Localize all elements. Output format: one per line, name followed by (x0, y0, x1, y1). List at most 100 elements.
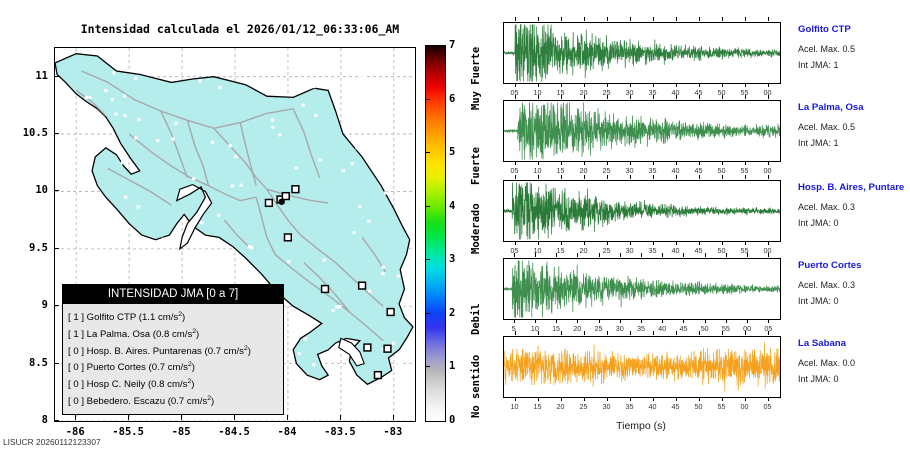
colorbar-tickmark (425, 152, 430, 154)
colorbar-tickmark (425, 259, 430, 261)
map-x-tickmark (392, 415, 394, 420)
time-tick-label: 30 (625, 246, 634, 255)
time-tickmark (556, 319, 558, 323)
time-tickmark (652, 161, 654, 165)
time-tickmark (698, 83, 700, 87)
time-tickmark (513, 319, 515, 323)
time-tick-label: 30 (625, 166, 634, 175)
time-tickmark (721, 397, 723, 401)
time-tickmark (583, 83, 585, 87)
time-tick-label: 45 (694, 246, 703, 255)
time-tick-label: 10 (510, 402, 519, 411)
legend-accel-exponent: 2 (178, 311, 182, 318)
colorbar-category-label: Moderado (470, 203, 482, 255)
time-tick-label: 50 (717, 246, 726, 255)
seismogram-panel[interactable] (503, 100, 781, 162)
station-max-accel: Acel. Max. 0.5 (798, 44, 856, 54)
legend-station-row: [ 1 ] Golfito CTP (1.1 cm/s2) (68, 308, 278, 325)
time-tick-label: 10 (533, 246, 542, 255)
time-tickmark (598, 319, 600, 323)
time-tick-label: 00 (763, 166, 772, 175)
legend-accel-close: ) (196, 328, 200, 340)
time-tick-label: 00 (740, 402, 749, 411)
time-tick-label: 15 (556, 88, 565, 97)
map-y-tick: 11 (35, 69, 48, 82)
time-tickmark-top (606, 175, 608, 179)
map-x-tickmark (339, 415, 341, 420)
station-max-accel: Acel. Max. 0.3 (798, 280, 856, 290)
time-tick-label: 00 (763, 88, 772, 97)
legend-accel-exponent: 2 (243, 344, 248, 352)
legend-accel-close: ) (191, 379, 195, 391)
station-name: Puerto Cortes (798, 260, 862, 271)
legend-accel-exponent: 2 (187, 361, 192, 369)
time-tick-label: 55 (740, 166, 749, 175)
station-name: La Palma, Osa (798, 102, 864, 113)
time-tickmark-top (698, 17, 700, 21)
legend-accel: (0.8 cm/s (152, 328, 193, 340)
map-x-tick: -85.5 (112, 426, 144, 438)
map-y-tick: 8 (41, 414, 48, 426)
time-tickmark (675, 83, 677, 87)
seismogram-panel[interactable] (503, 258, 781, 320)
time-tick-label: 45 (694, 166, 703, 175)
time-tick-label: 30 (602, 402, 611, 411)
time-tick-label: 50 (717, 166, 726, 175)
time-tick-label: 45 (679, 324, 688, 333)
time-tick-label: 05 (510, 166, 519, 175)
time-tickmark (583, 241, 585, 245)
time-tickmark-top (767, 17, 769, 21)
legend-accel: (0.8 cm/s (147, 379, 188, 391)
time-tickmark (698, 161, 700, 165)
time-tickmark-top (641, 253, 642, 257)
seismogram-panel[interactable] (503, 336, 781, 398)
time-tickmark (606, 397, 608, 401)
legend-accel: (1.1 cm/s (138, 312, 179, 324)
time-tickmark-top (513, 253, 515, 257)
time-tick-label: 05 (510, 246, 519, 255)
time-tickmark-top (652, 17, 654, 21)
legend-accel-close: ) (247, 345, 251, 357)
time-tickmark-top (537, 331, 539, 335)
intensity-colorbar (425, 45, 446, 422)
legend-station-name: La Palma. Osa (84, 328, 153, 340)
time-tickmark (721, 161, 723, 165)
time-tickmark-top (514, 331, 516, 335)
time-tick-label: 40 (671, 246, 680, 255)
time-tickmark-top (556, 253, 558, 257)
time-tickmark (767, 241, 769, 245)
time-tickmark-top (606, 95, 608, 99)
time-tickmark (675, 241, 677, 245)
time-tickmark-top (619, 253, 621, 257)
map-y-tickmark (54, 75, 59, 77)
legend-accel-close: ) (181, 312, 186, 324)
time-tickmark-top (583, 175, 585, 179)
map-x-tick: -85 (171, 426, 191, 438)
legend-accel-exponent: 2 (207, 394, 211, 402)
map-x-tickmark (286, 415, 288, 420)
time-tickmark (704, 319, 706, 323)
time-tickmark (768, 319, 770, 323)
time-tickmark (537, 397, 539, 401)
time-tickmark-top (514, 175, 516, 179)
time-tickmark-top (629, 175, 631, 179)
colorbar-tickmark (425, 98, 430, 100)
station-jma-intensity: Int JMA: 0 (798, 374, 839, 384)
seismogram-panel[interactable] (503, 22, 781, 84)
seismogram-panel[interactable] (503, 180, 781, 242)
time-tickmark (537, 161, 539, 165)
time-tickmark-top (514, 17, 516, 21)
map-y-tick: 9.5 (29, 241, 48, 254)
time-tickmark (767, 397, 769, 401)
time-tickmark-top (598, 253, 600, 257)
station-jma-intensity: Int JMA: 0 (798, 218, 839, 228)
station-max-accel: Acel. Max. 0.3 (798, 202, 856, 212)
colorbar-category-label: Fuerte (470, 146, 482, 185)
colorbar-tick-label: 5 (449, 146, 456, 159)
time-tick-label: 25 (602, 88, 611, 97)
legend-station-name: Hosp. B. Aires. Puntarenas (84, 345, 205, 357)
map-x-tickmark (75, 415, 77, 420)
time-tick-label: 35 (625, 402, 634, 411)
time-tickmark (537, 83, 539, 87)
legend-accel-close: ) (191, 362, 195, 374)
